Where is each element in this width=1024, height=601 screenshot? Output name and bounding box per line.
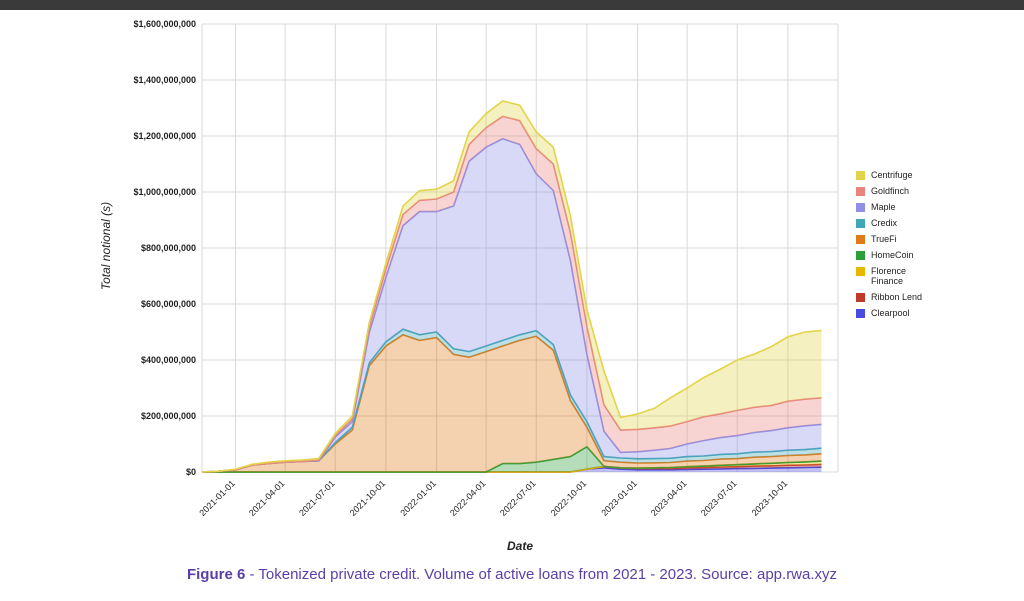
line-homecoin (202, 445, 822, 473)
chart-legend: Centrifuge Goldfinch Maple Credix TrueFi Home… (856, 170, 931, 324)
area-truefi (202, 334, 822, 472)
legend-item: TrueFi (856, 234, 931, 244)
legend-swatch (856, 219, 865, 228)
legend-item: Clearpool (856, 308, 931, 318)
legend-item: Goldfinch (856, 186, 931, 196)
legend-label: Florence Finance (871, 266, 907, 286)
legend-swatch (856, 267, 865, 276)
y-tick-label: $600,000,000 (141, 299, 196, 309)
chart-grid (201, 23, 839, 473)
x-tick-label: 2021-01-01 (197, 478, 237, 518)
legend-swatch (856, 309, 865, 318)
x-tick-label: 2021-04-01 (247, 478, 287, 518)
legend-label: Clearpool (871, 308, 910, 318)
legend-swatch (856, 171, 865, 180)
legend-item: Florence Finance (856, 266, 931, 286)
y-tick-label: $1,600,000,000 (133, 19, 196, 29)
legend-label: Centrifuge (871, 170, 913, 180)
x-tick-label: 2022-01-01 (398, 478, 438, 518)
y-tick-label: $200,000,000 (141, 411, 196, 421)
legend-item: Credix (856, 218, 931, 228)
stacked-area-chart: $0 $200,000,000 $400,000,000 $600,000,000 $8… (99, 19, 839, 553)
window-top-bar (0, 0, 1024, 10)
y-tick-label: $800,000,000 (141, 243, 196, 253)
x-tick-label: 2023-07-01 (699, 478, 739, 518)
chart-areas (201, 100, 822, 473)
x-tick-label: 2021-10-01 (348, 478, 388, 518)
legend-label: Goldfinch (871, 186, 910, 196)
caption-text: Tokenized private credit. Volume of acti… (258, 566, 838, 583)
x-axis-label: Date (507, 539, 533, 553)
x-tick-label: 2022-07-01 (498, 478, 538, 518)
x-tick-label: 2023-10-01 (750, 478, 790, 518)
figure-caption: Figure 6 - Tokenized private credit. Vol… (0, 566, 1024, 583)
area-clearpool (202, 467, 822, 472)
legend-label: Ribbon Lend (871, 292, 923, 302)
y-tick-label: $400,000,000 (141, 355, 196, 365)
legend-item: HomeCoin (856, 250, 931, 260)
area-maple (202, 138, 822, 473)
legend-item: Centrifuge (856, 170, 931, 180)
y-tick-label: $1,000,000,000 (133, 187, 196, 197)
legend-label: TrueFi (871, 234, 897, 244)
legend-label: HomeCoin (871, 250, 914, 260)
x-tick-label: 2021-07-01 (297, 478, 337, 518)
legend-label: Maple (871, 202, 896, 212)
legend-swatch (856, 251, 865, 260)
x-tick-label: 2023-04-01 (649, 478, 689, 518)
y-axis-label: Total notional (s) (99, 202, 113, 290)
legend-swatch (856, 187, 865, 196)
area-homecoin (202, 446, 822, 472)
x-tick-label: 2023-01-01 (599, 478, 639, 518)
line-centrifuge (201, 100, 822, 473)
legend-item: Ribbon Lend (856, 292, 931, 302)
legend-swatch (856, 203, 865, 212)
legend-label: Credix (871, 218, 898, 228)
y-tick-label: $1,400,000,000 (133, 75, 196, 85)
legend-item: Maple (856, 202, 931, 212)
y-tick-label: $0 (186, 467, 196, 477)
legend-swatch (856, 293, 865, 302)
legend-swatch (856, 235, 865, 244)
y-axis-ticks: $0 $200,000,000 $400,000,000 $600,000,000 $8… (133, 19, 196, 477)
caption-separator: - (245, 566, 259, 583)
x-axis-ticks: 2021-01-01 2021-04-01 2021-07-01 2021-10-01… (197, 478, 789, 518)
figure-number: Figure 6 (186, 566, 246, 583)
y-tick-label: $1,200,000,000 (133, 131, 196, 141)
line-goldfinch (201, 115, 822, 473)
x-tick-label: 2022-04-01 (448, 478, 488, 518)
x-tick-label: 2022-10-01 (549, 478, 589, 518)
